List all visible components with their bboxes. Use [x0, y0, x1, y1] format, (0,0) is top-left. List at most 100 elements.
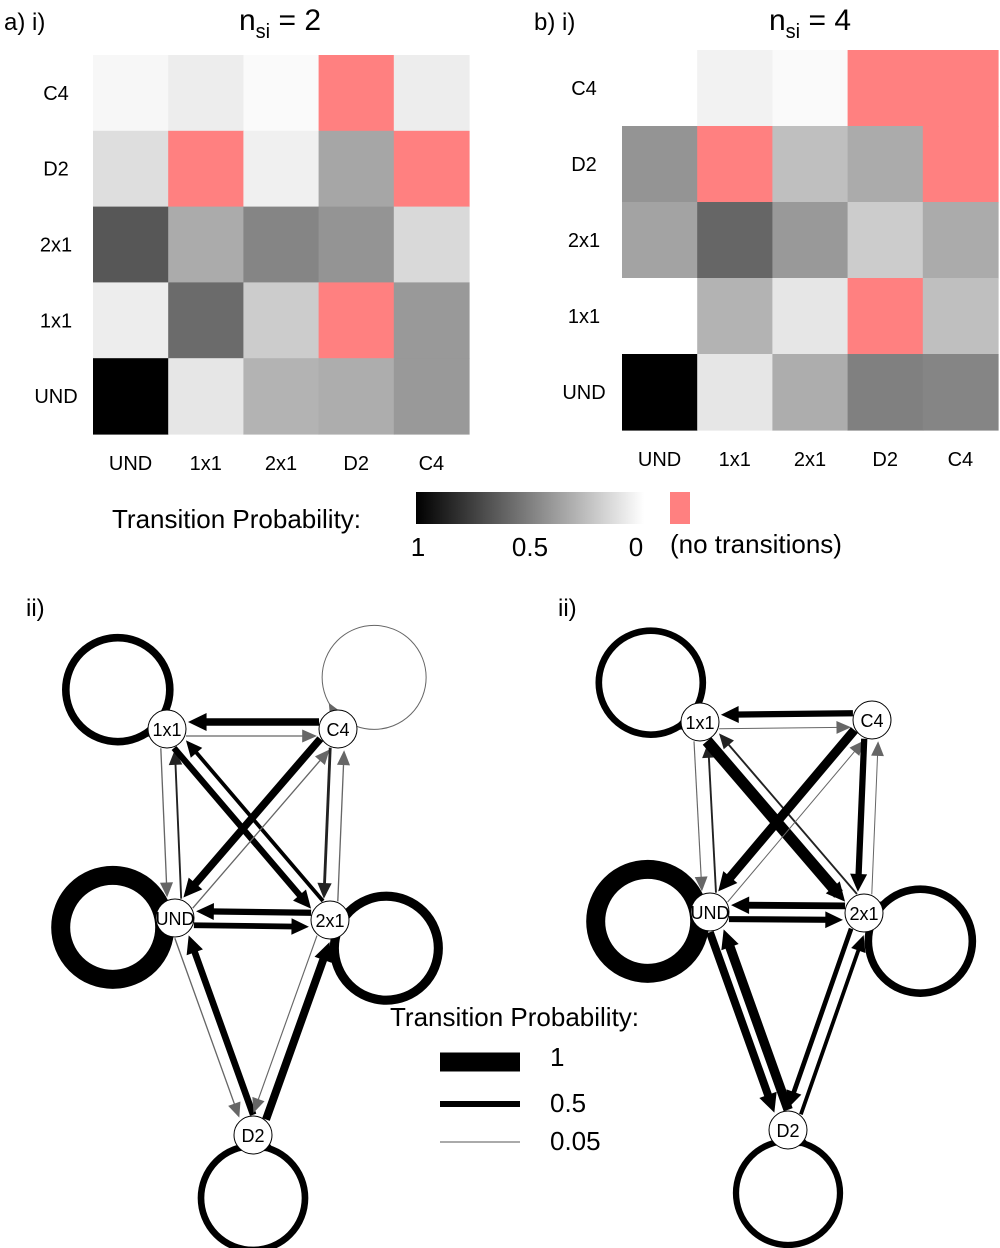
edge-2x1-to-C4	[337, 760, 345, 902]
heatmap-cell	[93, 130, 169, 208]
edge-UND-to-D2	[706, 930, 775, 1105]
edge-arrowhead	[718, 871, 738, 892]
edge-2x1-to-UND	[741, 901, 846, 910]
edge-arrowhead	[851, 935, 866, 953]
edge-arrowhead	[293, 889, 312, 909]
no-transition-swatch	[670, 492, 690, 524]
network-panel-b: ii) 1x1 C4 UND 2x1 D2	[558, 595, 977, 1248]
heatmap-cell	[93, 358, 169, 435]
node-circle	[147, 709, 187, 749]
row-label: D2	[43, 159, 69, 181]
edge-arrowhead	[196, 902, 214, 921]
heatmap-cell	[93, 206, 169, 283]
colorbar-tick-1: 1	[411, 532, 425, 562]
node-circle	[680, 702, 720, 742]
heatmap-cell	[847, 50, 924, 127]
heatmap-title-b: nsi = 4	[769, 4, 851, 43]
edge-C4-to-1x1	[730, 710, 853, 718]
heatmap-cell	[393, 206, 470, 283]
node-C4: C4	[318, 709, 358, 749]
edge-UND-to-1x1	[707, 752, 717, 893]
self-loop-2x1	[329, 891, 443, 1005]
row-label: UND	[562, 382, 605, 404]
colorbar-gradient	[416, 492, 644, 524]
edge-UND-to-C4	[727, 747, 858, 903]
row-label: 2x1	[40, 235, 72, 257]
column-label: UND	[109, 453, 152, 475]
heatmap-cell	[772, 126, 849, 203]
column-label: C4	[419, 453, 445, 475]
node-UND: UND	[690, 892, 730, 932]
edge-2x1-to-D2	[789, 927, 854, 1100]
node-circle	[768, 1110, 808, 1150]
heatmap-cell	[922, 50, 999, 127]
column-label: C4	[948, 449, 974, 471]
edge-arrowhead	[731, 896, 750, 914]
node-label: 1x1	[685, 713, 714, 733]
row-label: UND	[34, 386, 77, 408]
node-label: UND	[691, 903, 730, 923]
node-circle	[318, 709, 358, 749]
heatmap-cell	[697, 50, 773, 127]
node-label: 2x1	[315, 911, 344, 931]
self-loop-C4	[321, 624, 427, 730]
edge-arrowhead	[850, 873, 868, 892]
heatmap-title-a: nsi = 2	[239, 4, 321, 43]
heatmap-cell	[168, 130, 244, 208]
edge-width-legend: Transition Probability: 1 0.5 0.05	[390, 1002, 639, 1156]
node-circle	[310, 900, 350, 940]
edge-arrowhead	[759, 1091, 777, 1113]
edge-UND-to-2x1	[728, 916, 833, 923]
node-1x1: 1x1	[680, 702, 720, 742]
heatmap-cell	[243, 206, 320, 283]
colorbar-tick-0.5: 0.5	[512, 532, 548, 562]
edge-arrowhead	[871, 741, 884, 757]
heatmap-cell	[243, 358, 320, 435]
row-label: 2x1	[568, 230, 600, 252]
heatmap-cell	[922, 126, 999, 203]
edge-UND-to-2x1	[193, 922, 299, 930]
heatmap-cell	[622, 126, 698, 203]
heatmap-cell	[393, 358, 470, 435]
node-label: D2	[241, 1126, 264, 1146]
edge-2x1-to-D2	[256, 935, 318, 1104]
row-label: C4	[43, 83, 69, 105]
column-label: 1x1	[719, 449, 751, 471]
node-circle	[155, 898, 195, 938]
self-loop-1x1	[595, 627, 707, 738]
heatmap-cell	[393, 282, 470, 359]
edge-arrowhead	[168, 749, 183, 766]
panel-label-b: b) i)	[534, 9, 575, 36]
node-label: UND	[156, 909, 195, 929]
heatmap-cell	[847, 126, 924, 203]
edge-2x1-to-1x1	[191, 746, 325, 903]
edge-1x1-to-UND	[160, 748, 168, 888]
edge-C4-to-2x1	[322, 747, 332, 889]
heatmap-panel-a: a) i) nsi = 2 C4 D2 2x1 1x1 UND UND 1x1 2x1 D2 C…	[4, 4, 470, 475]
heatmap-cell	[243, 130, 320, 208]
edge-arrowhead	[159, 882, 174, 898]
heatmap-cell	[318, 358, 395, 435]
edge-arrowhead	[720, 706, 739, 724]
node-label: C4	[326, 720, 349, 740]
edge-arrowhead	[786, 1089, 802, 1108]
colorbar-label: Transition Probability:	[112, 504, 361, 534]
edge-arrowhead	[694, 876, 708, 892]
title-sub: si	[786, 21, 800, 43]
edge-arrowhead	[721, 929, 739, 951]
node-1x1: 1x1	[147, 709, 187, 749]
panel-label-a: a) i)	[4, 9, 45, 36]
colorbar-tick-0: 0	[629, 532, 643, 562]
heatmap-cell	[772, 50, 849, 127]
row-label: 1x1	[568, 306, 600, 328]
heatmap-cell	[697, 202, 773, 279]
heatmap-cell	[393, 55, 470, 132]
column-label: D2	[343, 453, 369, 475]
edge-UND-to-1x1	[174, 759, 183, 899]
heatmap-cell	[922, 202, 999, 279]
edge-arrowhead	[825, 911, 843, 929]
network-panel-a: ii) 1x1 C4 UND 2x1 D2	[26, 595, 443, 1248]
edge-UND-to-D2	[174, 938, 237, 1109]
heatmap-cell	[622, 50, 698, 127]
